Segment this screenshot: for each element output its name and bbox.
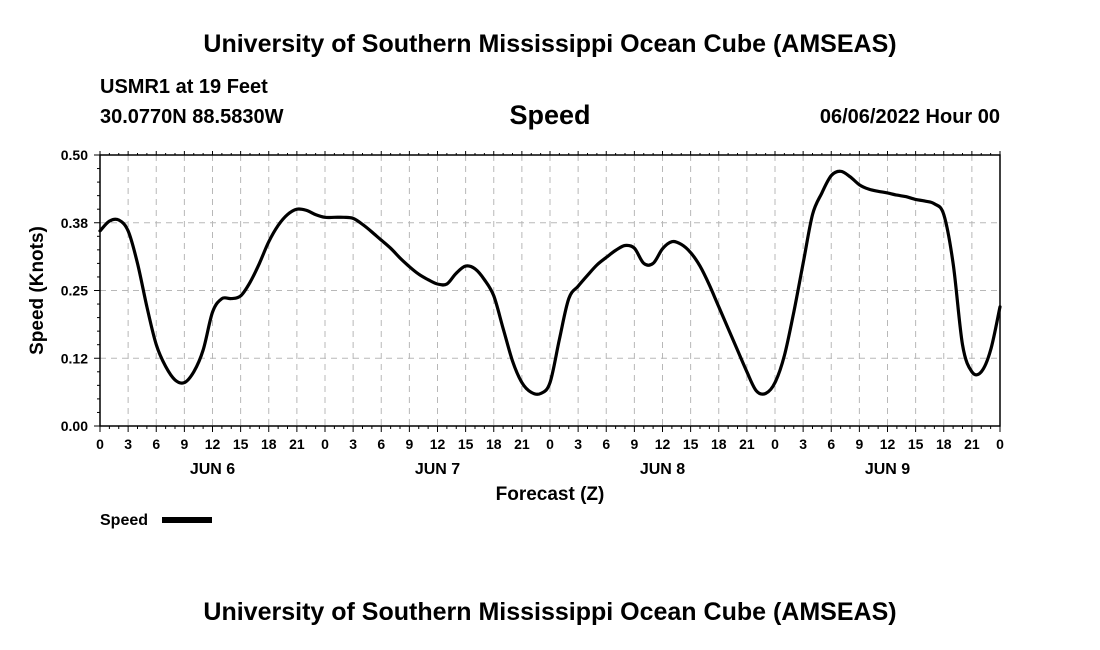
x-tick-label: 15 [908, 436, 924, 452]
x-tick-label: 21 [514, 436, 530, 452]
x-tick-label: 3 [799, 436, 807, 452]
legend-swatch [162, 517, 212, 523]
y-tick-label: 0.25 [61, 283, 88, 299]
x-tick-label: 12 [205, 436, 221, 452]
x-tick-label: 12 [880, 436, 896, 452]
x-tick-label: 21 [739, 436, 755, 452]
y-tick-label: 0.12 [61, 350, 88, 366]
x-tick-label: 3 [349, 436, 357, 452]
x-tick-label: 21 [289, 436, 305, 452]
y-tick-label: 0.50 [61, 147, 88, 163]
x-tick-label: 18 [936, 436, 952, 452]
x-tick-label: 18 [261, 436, 277, 452]
variable-title: Speed [509, 100, 591, 130]
x-tick-label: 0 [771, 436, 779, 452]
day-label: JUN 9 [865, 461, 910, 478]
day-label: JUN 8 [640, 461, 685, 478]
y-axis-title: Speed (Knots) [27, 226, 48, 355]
y-tick-label: 0.00 [61, 418, 88, 434]
x-tick-label: 0 [996, 436, 1004, 452]
chart-title: University of Southern Mississippi Ocean… [203, 30, 897, 58]
tick-labels: 0 3 6 9 12 15 18 21 0 3 6 9 12 15 18 21 0 3 6 9 12 15 18 21 0 3 6 9… [61, 147, 1004, 478]
x-tick-label: 0 [96, 436, 104, 452]
x-tick-label: 15 [233, 436, 249, 452]
day-label: JUN 6 [190, 461, 235, 478]
day-label: JUN 7 [415, 461, 460, 478]
forecast-datetime: 06/06/2022 Hour 00 [819, 106, 1000, 128]
coordinates-label: 30.0770N 88.5830W [100, 106, 284, 128]
legend-label: Speed [100, 512, 148, 529]
x-tick-label: 15 [683, 436, 699, 452]
y-tick-label: 0.38 [61, 215, 88, 231]
x-tick-label: 0 [546, 436, 554, 452]
x-tick-label: 9 [630, 436, 638, 452]
x-tick-label: 9 [855, 436, 863, 452]
x-tick-label: 15 [458, 436, 474, 452]
speed-series-line [98, 169, 1002, 396]
x-tick-label: 9 [405, 436, 413, 452]
x-tick-label: 18 [711, 436, 727, 452]
x-tick-label: 21 [964, 436, 980, 452]
x-tick-label: 6 [827, 436, 835, 452]
x-tick-label: 6 [152, 436, 160, 452]
x-tick-label: 9 [180, 436, 188, 452]
x-tick-label: 6 [602, 436, 610, 452]
x-tick-label: 3 [124, 436, 132, 452]
legend: Speed [100, 512, 212, 529]
footer-title: University of Southern Mississippi Ocean… [203, 598, 897, 626]
station-label: USMR1 at 19 Feet [100, 76, 268, 98]
axis-ticks [94, 151, 1001, 432]
x-axis-title: Forecast (Z) [496, 484, 605, 505]
x-tick-label: 12 [430, 436, 446, 452]
x-tick-label: 0 [321, 436, 329, 452]
x-tick-label: 6 [377, 436, 385, 452]
x-tick-label: 12 [655, 436, 671, 452]
x-tick-label: 3 [574, 436, 582, 452]
x-tick-label: 18 [486, 436, 502, 452]
